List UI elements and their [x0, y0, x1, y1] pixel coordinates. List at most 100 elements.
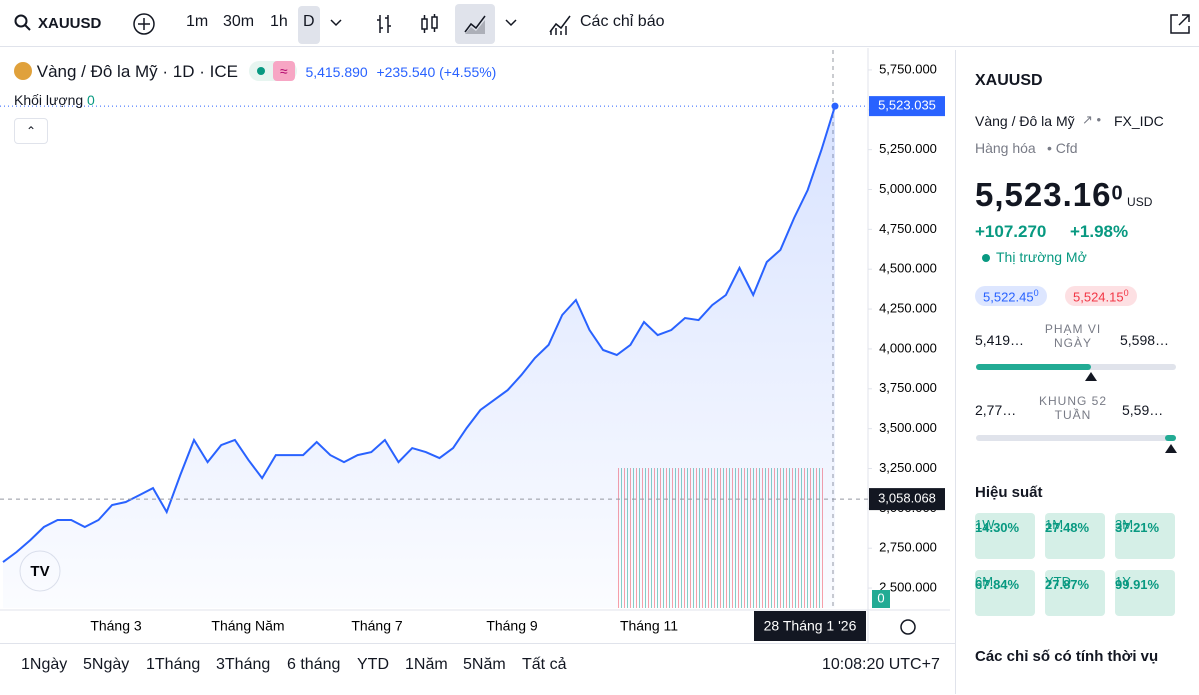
performance-period: 1W	[975, 517, 995, 532]
y-tick-label: 5,000.000	[879, 181, 937, 196]
seasonal[interactable]: Các chỉ số có tính thời vụ	[975, 648, 1159, 665]
legend: Vàng / Đô la Mỹ · 1D · ICE ≈ 5,415.890 +…	[14, 61, 496, 82]
candles-icon[interactable]	[418, 12, 442, 36]
link-icon: ↗ •	[1082, 112, 1102, 127]
panel-status: Thị trường Mở	[996, 249, 1087, 265]
year-marker	[1165, 444, 1177, 453]
interval[interactable]: D	[303, 13, 315, 30]
cursor-price-label: 3,058.068	[878, 491, 936, 506]
last-price-label: 5,523.035	[878, 98, 936, 113]
y-tick-label: 5,250.000	[879, 141, 937, 156]
ask: 5,524.150	[1065, 286, 1137, 307]
indicators-icon[interactable]	[548, 12, 572, 36]
panel-price-sup: 0	[1111, 182, 1123, 205]
performance-title: Hiệu suất	[975, 484, 1043, 501]
performance-tile[interactable]: 14.30% 1W	[975, 513, 1035, 559]
x-tick-label: Tháng 11	[620, 618, 678, 634]
panel-category: Hàng hóa	[975, 140, 1036, 156]
range[interactable]: Tất cả	[522, 656, 567, 673]
performance-tile[interactable]: 99.91% 1Y	[1115, 570, 1175, 616]
y-tick-label: 3,500.000	[879, 420, 937, 435]
y-tick-label: 3,250.000	[879, 460, 937, 475]
panel-kind-text: Cfd	[1055, 140, 1078, 156]
dropdown[interactable]	[330, 18, 342, 28]
range-bar	[0, 643, 955, 695]
range[interactable]: 1Năm	[405, 656, 448, 673]
range[interactable]: 1Ngày	[21, 656, 68, 673]
day-range-fill	[976, 364, 1091, 370]
performance-value: 99.91%	[1115, 577, 1160, 592]
bars-icon[interactable]	[372, 12, 396, 36]
ask-sup: 0	[1123, 288, 1129, 298]
performance-tile[interactable]: 27.48% 1M	[1045, 513, 1105, 559]
indicators[interactable]: Các chỉ báo	[580, 13, 665, 30]
side-panel: XAUUSD Vàng / Đô la Mỹ ↗ • FX_IDC Hàng h…	[955, 50, 1199, 694]
range[interactable]: 1Tháng	[146, 656, 201, 673]
legend-price: 5,415.890	[305, 64, 368, 80]
panel-name[interactable]: Vàng / Đô la Mỹ	[975, 113, 1075, 129]
y-tick-label: 4,750.000	[879, 221, 937, 236]
legend-change: +235.540 (+4.55%)	[376, 64, 497, 80]
range[interactable]: 3Tháng	[216, 656, 271, 673]
performance-value: 27.87%	[1045, 577, 1090, 592]
y-tick-label: 2,750.000	[879, 540, 937, 555]
status-dot	[982, 254, 990, 262]
day-marker	[1085, 372, 1097, 381]
year-range-fill	[1165, 435, 1176, 441]
day-label: PHẠM VI NGÀY	[1044, 322, 1102, 350]
add-icon[interactable]	[133, 13, 155, 35]
bid: 5,522.450	[975, 286, 1047, 307]
panel-symbol: XAUUSD	[975, 72, 1043, 89]
status-pill[interactable]: ≈	[248, 61, 297, 81]
volume-label: Khối lượng	[14, 92, 84, 108]
x-tick-label: Tháng 9	[486, 618, 538, 634]
popout-icon[interactable]	[1168, 12, 1192, 36]
settings-icon[interactable]	[900, 619, 916, 635]
symbol[interactable]: XAUUSD	[38, 15, 102, 32]
y-tick-label: 5,750.000	[879, 61, 937, 76]
panel-change: +107.270	[975, 222, 1047, 241]
bid-text: 5,522.45	[983, 289, 1034, 305]
panel-source: FX_IDC	[1114, 113, 1164, 129]
performance-period: 1Y	[1115, 574, 1131, 589]
performance-tile[interactable]: 67.84% 6M	[975, 570, 1035, 616]
price-line	[2, 105, 836, 563]
gold-icon	[14, 62, 32, 80]
chart: TV 28 Tháng 1 '26 2,500.0002,750.0003,00…	[0, 48, 950, 643]
area-active[interactable]	[455, 4, 495, 44]
x-tick-label: Tháng 3	[90, 618, 142, 634]
year-high: 5,59…	[1122, 402, 1164, 418]
y-tick-label: 3,750.000	[879, 380, 937, 395]
search-icon[interactable]	[14, 14, 32, 32]
last-price-box	[869, 96, 945, 117]
performance-period: 3M	[1115, 517, 1134, 532]
ask-text: 5,524.15	[1073, 289, 1124, 305]
volume-legend: Khối lượng 0	[14, 92, 95, 108]
performance-tile[interactable]: 27.87% YTD	[1045, 570, 1105, 616]
interval[interactable]: 1h	[270, 13, 288, 30]
interval[interactable]: 30m	[223, 13, 255, 30]
collapse-button[interactable]: ⌃	[14, 118, 48, 144]
performance-value: 37.21%	[1115, 520, 1160, 535]
panel-price-row: 5,523.160 USD	[975, 176, 1152, 214]
panel-kind: • Cfd	[1047, 140, 1078, 156]
range[interactable]: 6 tháng	[287, 656, 341, 673]
range[interactable]: 5Ngày	[83, 656, 130, 673]
volume-value: 0	[87, 92, 95, 108]
year-range-track	[976, 435, 1176, 441]
day-low: 5,419…	[975, 332, 1025, 348]
year-label: KHUNG 52 TUẦN	[1038, 394, 1108, 422]
interval-active	[298, 6, 320, 44]
area-icon	[464, 15, 486, 34]
day-range-track	[976, 364, 1176, 370]
y-tick-label: 4,250.000	[879, 301, 937, 316]
last-point	[831, 102, 839, 110]
dropdown[interactable]	[505, 18, 517, 28]
date-box	[754, 611, 866, 641]
toolbar: XAUUSD 1m 30m 1h D Các chỉ báo	[0, 0, 1199, 47]
range[interactable]: 5Năm	[463, 656, 506, 673]
interval[interactable]: 1m	[186, 13, 209, 30]
performance-tile[interactable]: 37.21% 3M	[1115, 513, 1175, 559]
range[interactable]: YTD	[357, 656, 389, 673]
